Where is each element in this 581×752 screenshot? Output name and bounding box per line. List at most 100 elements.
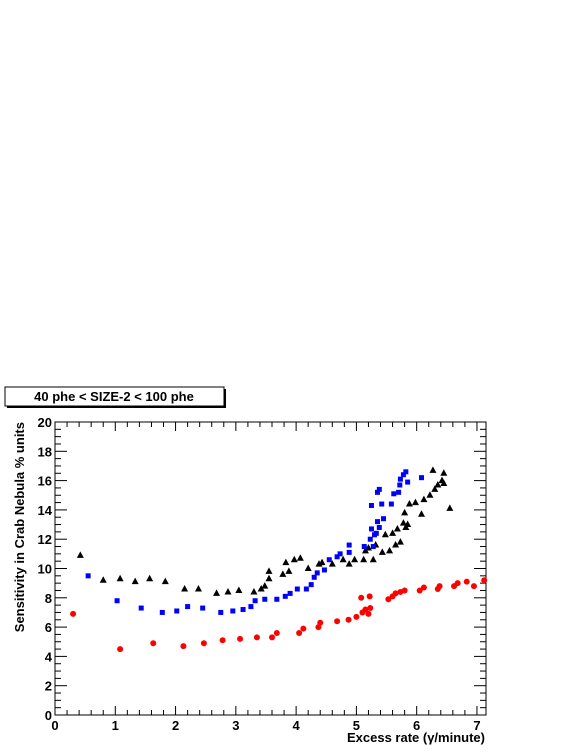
data-point-circle [463,578,470,585]
data-point-triangle [194,585,202,592]
data-point-triangle [396,538,404,545]
y-tick-labels: 0 2 4 6 8 10 12 14 16 18 20 [38,415,53,723]
data-point-circle [269,634,276,641]
data-point-square [368,503,374,509]
data-point-square [287,590,293,596]
data-point-circle [150,640,157,647]
data-point-triangle [440,469,448,476]
data-point-circle [420,584,427,591]
data-point-circle [454,580,461,587]
data-point-square [185,604,191,610]
data-point-square [346,542,352,548]
data-point-square [397,482,403,488]
data-point-triangle [440,479,448,487]
data-point-square [240,607,246,613]
data-point-square [374,519,380,525]
data-point-square [303,586,309,592]
x-axis-title: Excess rate (γ/minute) [347,730,485,745]
x-tick-label: 5 [353,718,360,733]
data-point-square [370,544,376,550]
x-tick-labels: 0 1 2 3 4 5 6 7 [51,718,480,733]
data-point-triangle [304,564,312,571]
data-point-square [159,609,165,615]
y-tick-label: 16 [38,474,52,489]
data-point-triangle [392,541,400,548]
data-point-triangle [318,558,326,566]
data-point-square [230,608,236,614]
x-tick-label: 0 [51,718,58,733]
data-point-square [314,570,320,576]
data-point-triangle [261,582,269,589]
data-point-circle [392,590,399,597]
data-point-circle [436,583,443,590]
data-point-square [367,536,373,542]
data-point-circle [367,605,374,612]
data-point-circle [334,618,341,625]
data-point-square [85,573,91,579]
data-point-triangle [131,577,139,585]
data-point-square [405,479,411,485]
data-point-triangle [146,574,154,582]
data-point-triangle [290,555,298,563]
data-point-triangle [265,574,273,582]
data-point-triangle [399,519,407,526]
data-point-triangle [161,577,169,585]
data-point-square [114,598,120,604]
title-box: 40 phe < SIZE-2 < 100 phe [4,386,226,408]
data-point-circle [200,640,207,647]
x-tick-label: 3 [232,718,239,733]
data-point-circle [70,610,77,617]
data-point-square [403,469,409,475]
data-point-square [252,598,258,604]
data-point-triangle [213,589,221,596]
data-point-circle [353,613,360,620]
data-point-circle [296,629,303,636]
data-point-triangle [181,585,189,592]
data-point-circle [180,643,187,650]
data-point-circle [237,635,244,642]
data-point-triangle [339,555,347,563]
data-point-triangle [418,510,426,517]
data-point-circle [385,596,392,603]
y-tick-label: 2 [45,679,52,694]
data-point-triangle [265,567,273,574]
data-point-triangle [328,560,336,567]
data-point-square [282,593,288,599]
data-point-square [326,557,332,563]
x-tick-label: 4 [293,718,301,733]
data-point-triangle [76,551,84,558]
data-point-triangle [404,520,412,528]
data-point-square [361,544,367,550]
y-tick-label: 4 [45,649,53,664]
data-point-square [262,596,268,602]
data-point-triangle [345,560,353,567]
x-tick-label: 2 [172,718,179,733]
data-point-triangle [369,555,377,563]
data-point-square [381,516,387,522]
data-point-triangle [285,567,293,574]
data-point-triangle [429,466,437,473]
data-points [70,466,488,653]
data-point-square [346,549,352,555]
y-tick-label: 12 [38,532,52,547]
data-point-circle [401,587,408,594]
data-point-triangle [116,574,124,582]
chart-title: 40 phe < SIZE-2 < 100 phe [34,389,194,404]
data-point-circle [366,593,373,600]
data-point-triangle [411,498,419,506]
data-point-square [376,524,382,530]
data-point-square [308,582,314,588]
data-point-circle [365,610,372,617]
y-tick-label: 6 [45,620,52,635]
y-tick-label: 18 [38,444,52,459]
x-tick-label: 1 [112,718,119,733]
data-point-square [391,491,397,497]
data-point-square [400,472,406,478]
x-tick-label: 6 [413,718,420,733]
data-point-triangle [381,530,389,538]
data-point-square [334,554,340,560]
data-point-triangle [250,587,258,595]
data-point-triangle [386,546,394,554]
data-point-square [419,475,425,481]
